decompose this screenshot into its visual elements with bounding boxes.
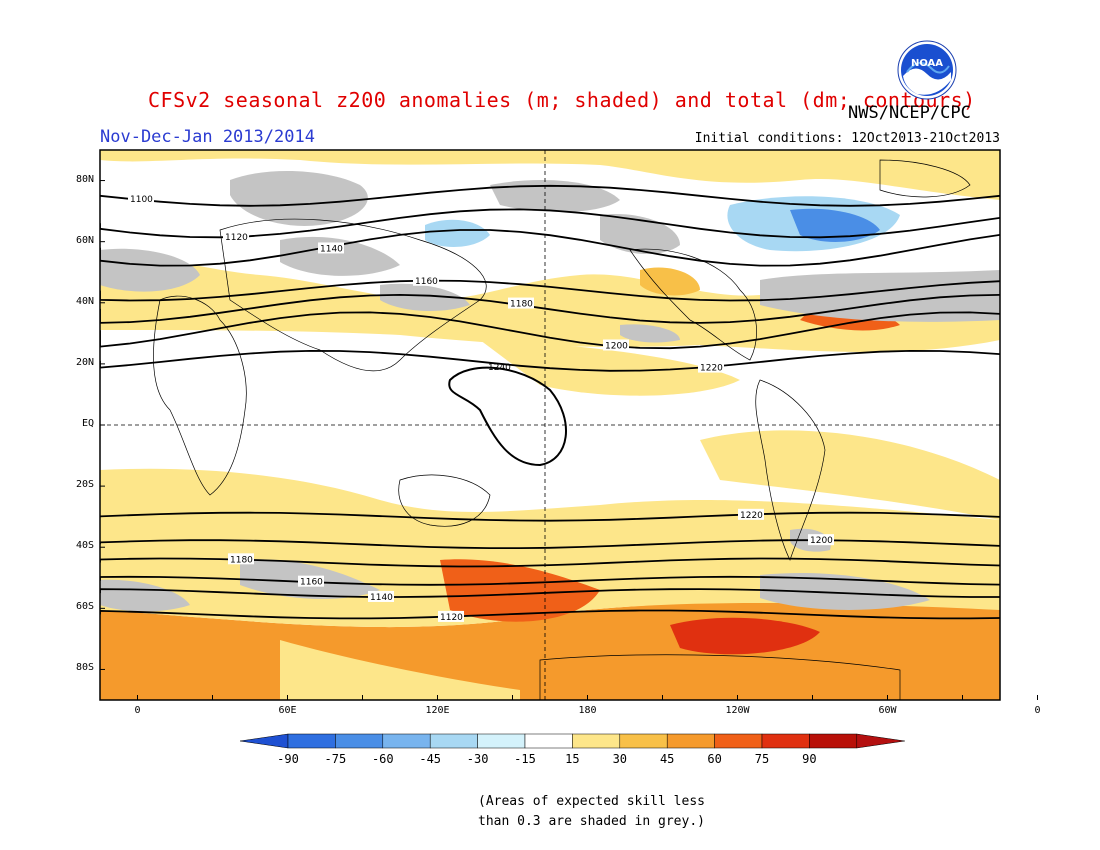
height-contours: 1100 1120 1140 1160 1180 1200 1220 1240 1220 1200… (100, 184, 1000, 623)
colorbar-swatch (761, 733, 810, 749)
contour-label: 1120 (225, 233, 248, 243)
contour-line (100, 279, 1000, 302)
contour-label: 1220 (700, 364, 723, 374)
contour-label: 1160 (300, 578, 323, 588)
colorbar-label: 15 (565, 752, 580, 766)
contour-line (100, 557, 1000, 568)
contour-label-bg (808, 534, 834, 546)
lon-label: 0 (134, 705, 141, 716)
contour-label: 1240 (488, 363, 511, 373)
colorbar-swatch (619, 733, 668, 749)
low-skill-grey-areas (100, 170, 1000, 612)
colorbar-swatch (572, 733, 621, 749)
contour-line (100, 311, 1000, 350)
contour-label-bg (603, 339, 629, 351)
contour-label-bg (508, 297, 534, 309)
contour-line (100, 184, 1000, 207)
colorbar-arrow-high (856, 733, 905, 749)
continent-outlines (153, 159, 971, 700)
contour-label-bg (223, 231, 249, 243)
noaa-logo-text: NOAA (911, 58, 943, 69)
colorbar-label: 30 (612, 752, 628, 766)
colorbar-label: 45 (659, 752, 675, 766)
colorbar-label: -75 (324, 752, 347, 766)
colorbar-swatch (666, 733, 715, 749)
lat-label: 40N (75, 295, 94, 307)
contour-label: 1140 (320, 244, 343, 254)
agency-label: NWS/NCEP/CPC (848, 103, 971, 123)
map-title: CFSv2 seasonal z200 anomalies (m; shaded… (148, 88, 976, 112)
skill-note-line-2: than 0.3 are shaded in grey.) (478, 814, 705, 829)
colorbar-swatch (477, 733, 526, 749)
lat-label: EQ (81, 418, 94, 429)
contour-label-bg (438, 610, 464, 622)
contour-label-bg (228, 553, 254, 565)
contour-line (100, 511, 1000, 522)
contour-line (448, 366, 567, 467)
colorbar-label: -60 (371, 752, 394, 766)
lat-label: 60S (75, 601, 94, 613)
lon-label: 0 (1034, 705, 1041, 716)
colorbar-label: -90 (277, 752, 299, 766)
contour-line (100, 293, 1000, 324)
contour-label: 1160 (415, 277, 438, 287)
lat-label: 80S (75, 662, 94, 674)
contour-label: 1100 (130, 195, 153, 205)
colorbar-label: 90 (802, 752, 817, 766)
skill-note: (Areas of expected skill less than 0.3 a… (478, 792, 705, 832)
contour-label: 1220 (740, 511, 763, 521)
colorbar-label: -15 (514, 752, 536, 766)
lon-label: 120E (425, 705, 450, 716)
lat-label: 60N (75, 234, 94, 246)
colorbar-swatch (429, 733, 478, 749)
contour-line (100, 588, 1000, 598)
skill-note-line-1: (Areas of expected skill less (478, 794, 705, 809)
lat-label: 80N (75, 173, 94, 185)
colorbar-swatch (287, 733, 336, 749)
contour-label: 1180 (510, 300, 533, 310)
colorbar-swatch (335, 733, 384, 749)
contour-label-bg (318, 242, 344, 254)
colorbar-arrow-low (239, 733, 289, 749)
colorbar-label: -30 (466, 752, 489, 766)
contour-label: 1200 (810, 536, 833, 546)
axis-ticks (100, 180, 1038, 700)
contour-label: 1140 (370, 593, 393, 603)
lat-label: 20N (75, 356, 94, 368)
contour-label-bg (698, 361, 724, 373)
contour-label-bg (128, 192, 154, 204)
contour-label-bg (368, 590, 394, 602)
lon-label: 180 (578, 705, 597, 716)
contour-line (100, 575, 1000, 586)
contour-line (100, 229, 1000, 267)
contour-label: 1180 (230, 555, 253, 565)
colorbar-label: 60 (707, 752, 722, 766)
contour-line (100, 609, 1000, 620)
colorbar-label: 75 (754, 752, 770, 766)
lon-label: 60E (278, 705, 297, 716)
lat-label: 40S (75, 540, 94, 552)
contour-line (100, 539, 1000, 549)
colorbar-swatch (714, 733, 763, 749)
contour-label-bg (738, 508, 764, 520)
contour-line (100, 349, 1000, 372)
lon-label: 120W (725, 705, 750, 716)
forecast-period: Nov-Dec-Jan 2013/2014 (100, 127, 315, 147)
initial-conditions: Initial conditions: 12Oct2013-21Oct2013 (694, 131, 1000, 146)
anomaly-shading-north-yellow (100, 150, 1000, 200)
lon-label: 60W (878, 705, 897, 716)
colorbar-swatch (809, 733, 858, 749)
contour-label: 1120 (440, 613, 463, 623)
noaa-logo-icon: NOAA (897, 40, 957, 100)
colorbar-swatch (524, 733, 573, 749)
contour-label-bg (413, 274, 439, 286)
colorbar-label: -45 (419, 752, 442, 766)
contour-label-bg (298, 575, 324, 587)
colorbar-swatch (382, 733, 431, 749)
lat-label: 20S (75, 479, 94, 491)
contour-label: 1200 (605, 341, 628, 351)
